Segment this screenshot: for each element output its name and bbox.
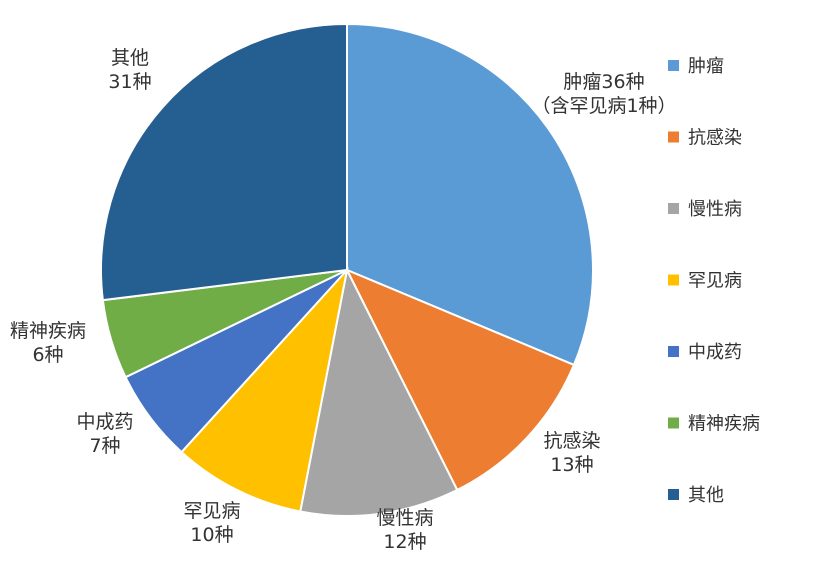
legend-label: 其他 bbox=[688, 485, 724, 506]
legend-label: 肿瘤 bbox=[688, 56, 724, 77]
slice-label-line: 肿瘤36种 bbox=[563, 71, 644, 93]
legend-label: 抗感染 bbox=[688, 128, 742, 149]
legend-item-2: 慢性病 bbox=[668, 199, 742, 220]
slice-label-line: 31种 bbox=[108, 71, 151, 93]
slice-label-3: 罕见病 10种 bbox=[183, 500, 240, 546]
slice-label-2: 慢性病 12种 bbox=[376, 507, 433, 553]
slice-label-line: 抗感染 bbox=[543, 430, 600, 452]
pie-slice-2 bbox=[299, 266, 459, 517]
legend-label: 罕见病 bbox=[688, 271, 742, 292]
legend-swatch bbox=[668, 417, 679, 429]
legend-item-5: 精神疾病 bbox=[668, 414, 760, 435]
slice-label-line: 13种 bbox=[550, 454, 593, 476]
legend-swatch bbox=[668, 274, 679, 286]
legend-swatch bbox=[668, 346, 679, 357]
slice-label-line: （含罕见病1种） bbox=[531, 95, 676, 117]
pie-slice-3 bbox=[180, 266, 349, 513]
pie-slice-6 bbox=[100, 22, 348, 302]
slice-label-line: 7种 bbox=[89, 435, 120, 457]
pie-slice-0 bbox=[346, 22, 594, 367]
slice-label-5: 精神疾病 6种 bbox=[10, 320, 86, 366]
legend-swatch bbox=[668, 60, 679, 71]
slice-label-0: 肿瘤36种（含罕见病1种） bbox=[531, 71, 676, 117]
legend-label: 慢性病 bbox=[688, 199, 742, 220]
slice-label-6: 其他 31种 bbox=[108, 47, 151, 93]
slice-label-line: 6种 bbox=[32, 344, 63, 366]
slice-label-4: 中成药 7种 bbox=[76, 411, 133, 457]
pie-slice-1 bbox=[344, 268, 576, 492]
slice-label-line: 慢性病 bbox=[376, 507, 433, 529]
legend-swatch bbox=[668, 131, 679, 143]
legend-item-0: 肿瘤 bbox=[668, 56, 724, 77]
slice-label-line: 中成药 bbox=[76, 411, 133, 433]
legend-item-4: 中成药 bbox=[668, 342, 742, 363]
slice-label-line: 10种 bbox=[190, 524, 233, 546]
slice-label-line: 精神疾病 bbox=[10, 320, 86, 342]
pie-slices bbox=[100, 22, 594, 517]
legend-label: 中成药 bbox=[688, 342, 742, 363]
legend-swatch bbox=[668, 203, 679, 214]
legend-item-6: 其他 bbox=[668, 485, 724, 506]
slice-label-line: 罕见病 bbox=[183, 500, 240, 522]
slice-label-1: 抗感染 13种 bbox=[543, 430, 600, 476]
legend-item-3: 罕见病 bbox=[668, 271, 742, 292]
legend-label: 精神疾病 bbox=[688, 414, 760, 435]
slice-label-line: 其他 bbox=[111, 47, 149, 69]
legend-swatch bbox=[668, 489, 679, 500]
legend-item-1: 抗感染 bbox=[668, 128, 742, 149]
slice-label-line: 12种 bbox=[383, 531, 426, 553]
